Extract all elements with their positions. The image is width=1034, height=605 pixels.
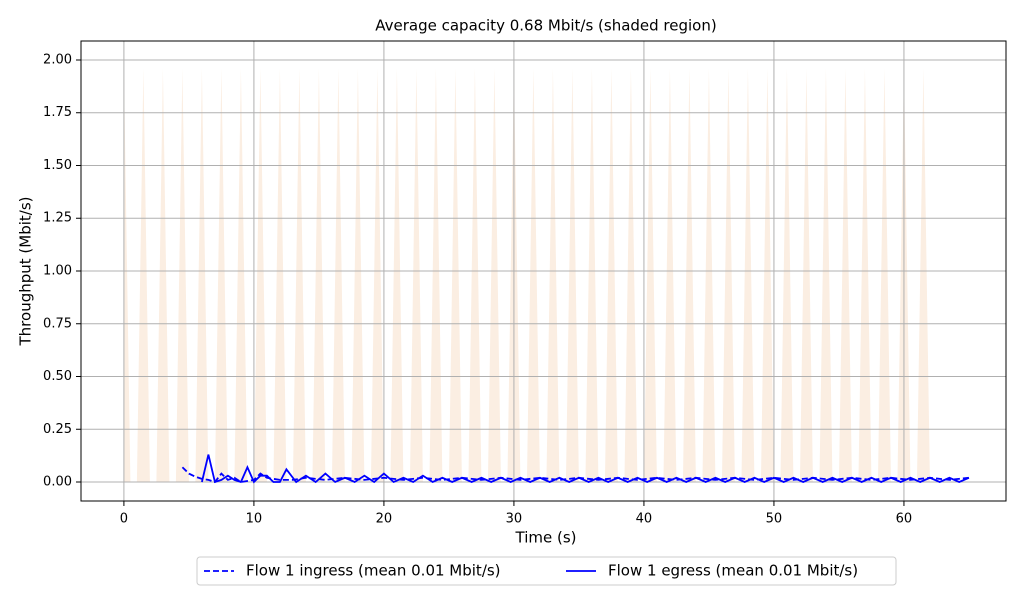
legend-label: Flow 1 egress (mean 0.01 Mbit/s) [608, 562, 858, 580]
y-tick-label: 2.00 [43, 52, 72, 67]
y-tick-label: 0.00 [43, 475, 72, 490]
legend-label: Flow 1 ingress (mean 0.01 Mbit/s) [246, 562, 501, 580]
y-tick-label: 1.50 [43, 158, 72, 173]
y-tick-label: 1.75 [43, 105, 72, 120]
x-tick-label: 0 [120, 512, 128, 527]
plot-frame [80, 40, 1007, 502]
x-tick-label: 40 [636, 512, 653, 527]
flow-line [201, 454, 970, 484]
y-tick-label: 0.75 [43, 316, 72, 331]
capacity-area [123, 68, 930, 483]
y-tick-label: 0.50 [43, 369, 72, 384]
y-tick-label: 0.25 [43, 422, 72, 437]
x-tick-label: 50 [766, 512, 783, 527]
x-tick-label: 20 [376, 512, 393, 527]
chart-title: Average capacity 0.68 Mbit/s (shaded reg… [375, 17, 716, 35]
x-tick-label: 30 [506, 512, 523, 527]
y-tick-label: 1.25 [43, 211, 72, 226]
x-tick-label: 60 [896, 512, 913, 527]
y-axis-label: Throughput (Mbit/s) [17, 197, 35, 347]
y-tick-label: 1.00 [43, 264, 72, 279]
legend-box [196, 556, 897, 586]
flow-line [181, 466, 970, 484]
x-axis-label: Time (s) [515, 529, 577, 547]
x-tick-label: 10 [246, 512, 263, 527]
